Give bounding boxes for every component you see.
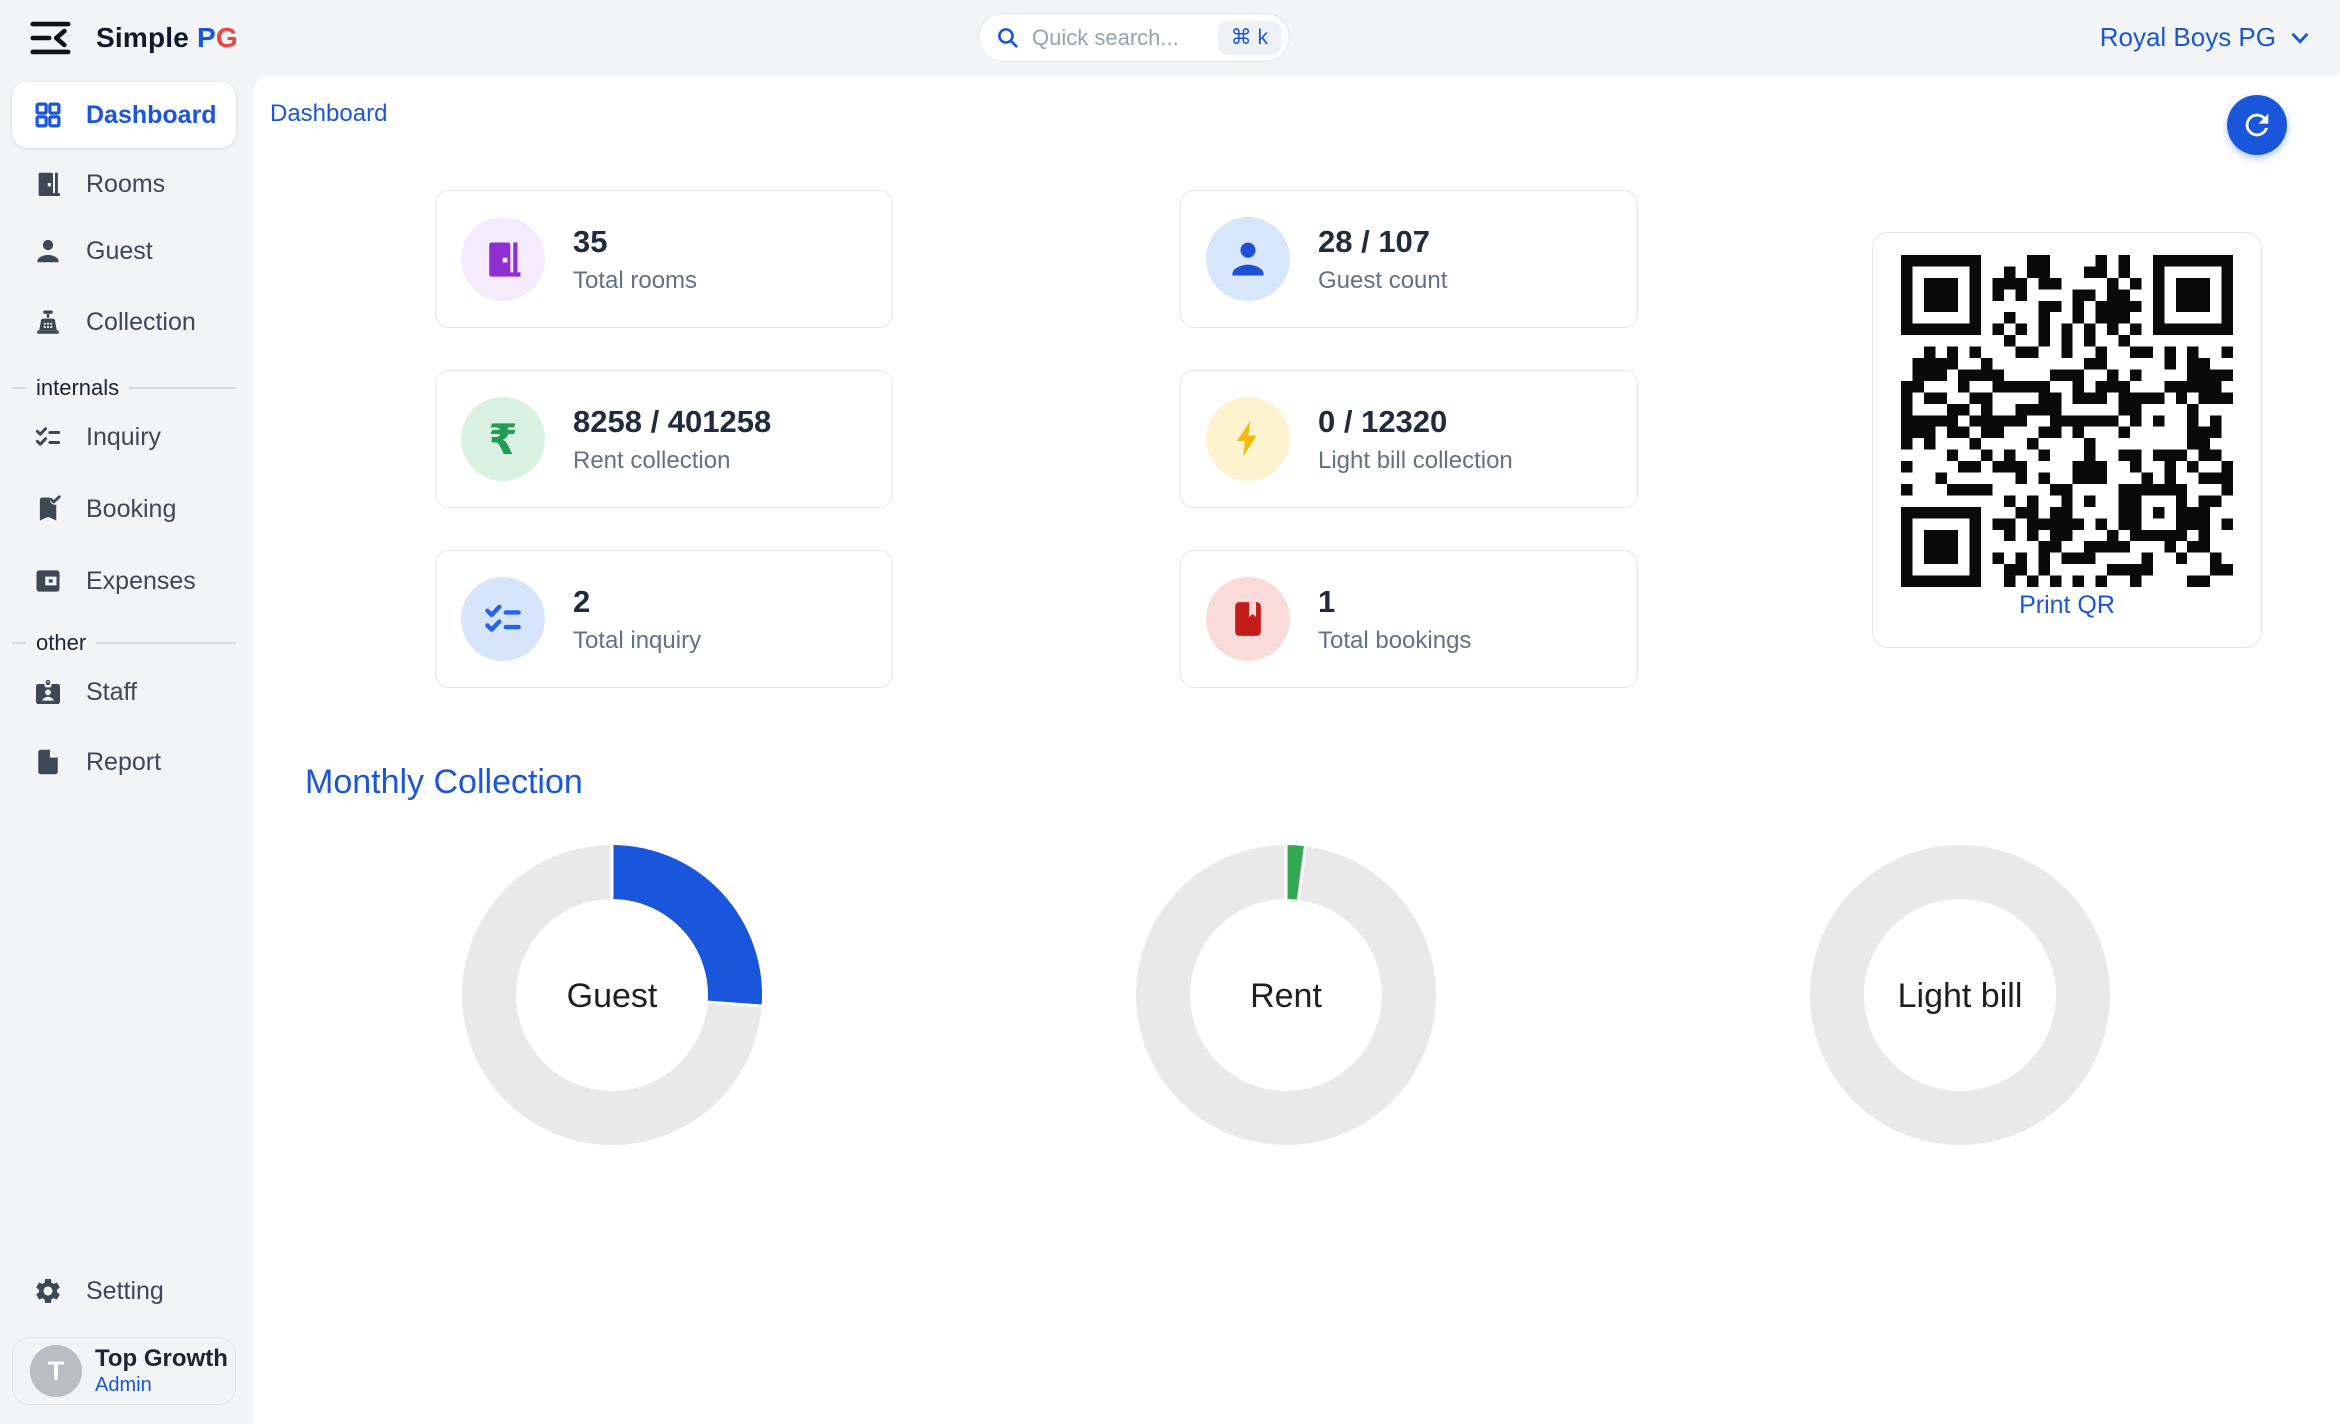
stat-card-light-bill: 0 / 12320 Light bill collection xyxy=(1180,370,1638,508)
search-input[interactable] xyxy=(1032,24,1218,51)
stat-card-rent-collection: ₹ 8258 / 401258 Rent collection xyxy=(435,370,893,508)
user-name: Top Growth xyxy=(95,1344,228,1372)
section-label: other xyxy=(36,630,87,655)
refresh-button[interactable] xyxy=(2227,95,2287,155)
stat-label: Total inquiry xyxy=(573,626,702,654)
file-icon xyxy=(38,749,58,775)
stat-label: Total rooms xyxy=(573,266,698,294)
section-title: Monthly Collection xyxy=(305,763,583,801)
sidebar-item-guest[interactable]: Guest xyxy=(12,219,236,283)
qr-code xyxy=(1901,255,2233,587)
sidebar-item-inquiry[interactable]: Inquiry xyxy=(12,405,236,469)
user-role: Admin xyxy=(95,1374,152,1397)
sidebar-item-expenses[interactable]: Expenses xyxy=(12,549,236,613)
main-panel: Dashboard 35 Total rooms xyxy=(253,75,2340,1424)
sidebar-item-label: Guest xyxy=(86,236,153,265)
person-icon xyxy=(1206,217,1290,301)
badge-icon xyxy=(36,680,60,704)
stat-value: 28 / 107 xyxy=(1318,223,1431,259)
sidebar-item-staff[interactable]: Staff xyxy=(12,660,236,724)
sidebar-item-report[interactable]: Report xyxy=(12,730,236,794)
topbar: Simple PG ⌘ k Royal Boys PG xyxy=(0,0,2340,75)
sidebar-item-label: Inquiry xyxy=(86,422,162,451)
stat-card-total-rooms: 35 Total rooms xyxy=(435,190,893,328)
sidebar-collapse-icon[interactable] xyxy=(30,19,76,57)
stat-value: 0 / 12320 xyxy=(1318,403,1448,439)
donut-chart-light-bill: Light bill xyxy=(1810,845,2110,1145)
breadcrumb[interactable]: Dashboard xyxy=(270,100,388,127)
stat-label: Light bill collection xyxy=(1318,446,1513,474)
bookmark-check-icon xyxy=(39,495,61,521)
sidebar-item-label: Collection xyxy=(86,307,196,336)
svg-text:Rent: Rent xyxy=(1250,977,1322,1015)
search-icon xyxy=(998,28,1018,48)
print-qr-link[interactable]: Print QR xyxy=(2019,591,2115,619)
rupee-icon: ₹ xyxy=(461,397,545,481)
refresh-icon xyxy=(2245,113,2269,137)
account-name: Royal Boys PG xyxy=(2099,22,2276,52)
door-icon xyxy=(461,217,545,301)
checklist-icon xyxy=(461,577,545,661)
sidebar-item-setting[interactable]: Setting xyxy=(12,1259,236,1323)
wallet-icon xyxy=(36,570,60,592)
section-label: internals xyxy=(36,375,120,400)
gear-icon xyxy=(36,1279,60,1303)
sidebar-section-internals: internals xyxy=(12,373,236,403)
stat-card-total-bookings: 1 Total bookings xyxy=(1180,550,1638,688)
user-card[interactable]: T Top Growth Admin xyxy=(12,1337,236,1405)
app-title: Simple PG xyxy=(96,21,238,53)
book-icon xyxy=(1206,577,1290,661)
search-shortcut-badge: ⌘ k xyxy=(1217,20,1281,55)
sidebar-item-rooms[interactable]: Rooms xyxy=(12,152,236,216)
sidebar-item-label: Booking xyxy=(86,494,177,523)
stat-value: 8258 / 401258 xyxy=(573,403,772,439)
donut-chart-rent: Rent xyxy=(1136,842,1436,1145)
sidebar-item-label: Setting xyxy=(86,1276,164,1305)
stat-value: 1 xyxy=(1318,583,1336,619)
door-icon xyxy=(38,172,60,196)
stat-value: 2 xyxy=(573,583,591,619)
quick-search[interactable]: ⌘ k xyxy=(978,13,1290,62)
sidebar-item-label: Dashboard xyxy=(86,100,217,129)
avatar: T xyxy=(30,1345,82,1397)
sidebar-item-label: Expenses xyxy=(86,566,196,595)
sidebar-item-label: Rooms xyxy=(86,169,166,198)
person-icon xyxy=(37,239,59,263)
sidebar-item-collection[interactable]: Collection xyxy=(12,290,236,354)
qr-card: Print QR xyxy=(1872,232,2262,648)
chevron-down-icon xyxy=(2292,32,2308,43)
bolt-icon xyxy=(1206,397,1290,481)
cash-register-icon xyxy=(37,310,59,334)
stat-card-total-inquiry: 2 Total inquiry xyxy=(435,550,893,688)
stat-label: Guest count xyxy=(1318,266,1448,294)
checklist-icon xyxy=(35,427,61,446)
sidebar: Dashboard Rooms Guest xyxy=(0,75,253,1424)
stat-label: Total bookings xyxy=(1318,626,1472,654)
account-switcher[interactable]: Royal Boys PG xyxy=(2100,0,2312,75)
svg-text:Guest: Guest xyxy=(567,977,658,1015)
sidebar-item-dashboard[interactable]: Dashboard xyxy=(12,82,236,148)
sidebar-section-other: other xyxy=(12,628,236,658)
sidebar-item-label: Report xyxy=(86,747,162,776)
donut-chart-guest: Guest xyxy=(462,842,765,1145)
logo: Simple PG xyxy=(30,0,238,75)
stat-card-guest-count: 28 / 107 Guest count xyxy=(1180,190,1638,328)
stat-label: Rent collection xyxy=(573,446,731,474)
dashboard-grid-icon xyxy=(35,102,61,128)
sidebar-item-booking[interactable]: Booking xyxy=(12,477,236,541)
stat-value: 35 xyxy=(573,223,608,259)
svg-text:Light bill: Light bill xyxy=(1898,977,2023,1015)
sidebar-item-label: Staff xyxy=(86,677,137,706)
